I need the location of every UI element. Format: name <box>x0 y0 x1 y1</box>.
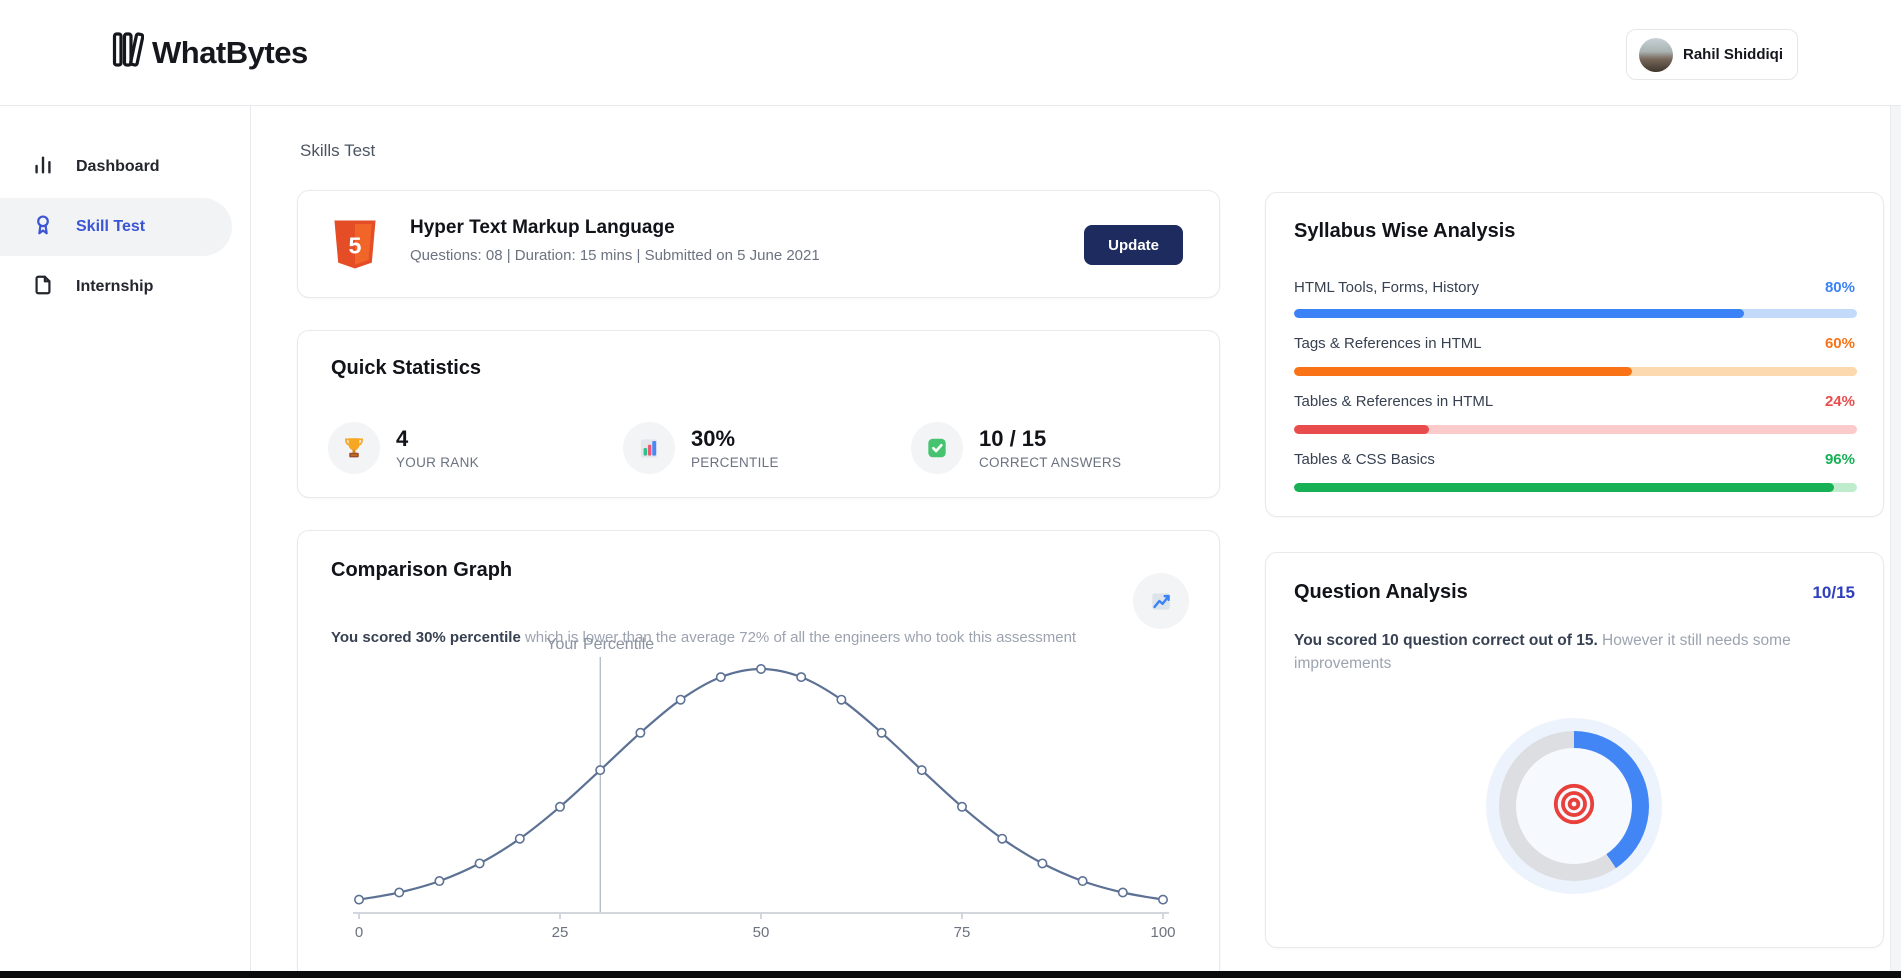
syllabus-title: Syllabus Wise Analysis <box>1294 220 1516 242</box>
sidebar-item-label: Internship <box>76 278 154 295</box>
topic-label: HTML Tools, Forms, History <box>1294 279 1480 296</box>
topic-percent: 60% <box>1824 335 1855 352</box>
brand-name: WhatBytes <box>152 34 308 70</box>
quick-statistics-card: Quick Statistics 4 YOUR RANK <box>297 330 1220 498</box>
test-title: Hyper Text Markup Language <box>410 217 675 238</box>
svg-text:100: 100 <box>1150 924 1175 941</box>
topic-progress-bar <box>1294 309 1857 318</box>
percentile-value: 30% <box>691 425 736 451</box>
quick-statistics-title: Quick Statistics <box>331 357 482 379</box>
stat-rank: 4 YOUR RANK <box>328 422 479 474</box>
sidebar-item-label: Skill Test <box>76 218 146 235</box>
stat-percentile: 30% PERCENTILE <box>623 422 779 474</box>
svg-text:25: 25 <box>552 924 569 941</box>
comparison-graph-card: Comparison Graph You scored 30% percenti… <box>297 530 1220 978</box>
svg-text:0: 0 <box>355 924 363 941</box>
correct-answers-value: 10 / 15 <box>979 425 1047 451</box>
update-button[interactable]: Update <box>1084 225 1183 265</box>
page-title: Skills Test <box>300 141 376 160</box>
topic-percent: 80% <box>1824 279 1855 296</box>
top-header: WhatBytes Rahil Shiddiqi <box>0 0 1901 106</box>
whatbytes-logo-icon <box>112 31 145 74</box>
rank-value: 4 <box>396 425 409 451</box>
trophy-icon <box>328 422 380 474</box>
stat-correct-answers: 10 / 15 CORRECT ANSWERS <box>911 422 1121 474</box>
topic-label: Tables & References in HTML <box>1294 393 1494 410</box>
svg-text:50: 50 <box>753 924 770 941</box>
topic-percent: 96% <box>1824 451 1855 468</box>
sidebar-nav: Dashboard Skill Test Internship <box>0 106 251 971</box>
svg-text:Your Percentile: Your Percentile <box>546 636 654 653</box>
question-analysis-title: Question Analysis <box>1294 581 1468 603</box>
comparison-graph-title: Comparison Graph <box>331 559 513 581</box>
comparison-description-bold: You scored 30% percentile <box>331 629 521 646</box>
topic-label: Tags & References in HTML <box>1294 335 1482 352</box>
correct-answers-label: CORRECT ANSWERS <box>979 454 1122 470</box>
topic-percent: 24% <box>1824 393 1855 410</box>
score-badge: 10/15 <box>1812 583 1855 602</box>
sidebar-item-label: Dashboard <box>76 158 160 175</box>
sidebar-item-dashboard[interactable]: Dashboard <box>0 138 232 196</box>
topic-progress-bar <box>1294 483 1857 492</box>
topic-progress-bar <box>1294 425 1857 434</box>
test-meta: Questions: 08 | Duration: 15 mins | Subm… <box>410 247 820 264</box>
question-analysis-card: Question Analysis 10/15 You scored 10 qu… <box>1265 552 1884 948</box>
score-donut-center <box>1516 748 1632 864</box>
html5-icon: 5 <box>331 217 379 277</box>
user-profile-button[interactable]: Rahil Shiddiqi <box>1626 29 1798 80</box>
sidebar-item-skill-test[interactable]: Skill Test <box>0 198 232 256</box>
rank-label: YOUR RANK <box>396 454 479 470</box>
window-bottom-edge <box>0 971 1901 978</box>
trend-chart-icon[interactable] <box>1133 573 1189 629</box>
question-analysis-description: You scored 10 question correct out of 15… <box>1294 629 1834 675</box>
target-icon <box>1551 781 1597 832</box>
sidebar-item-internship[interactable]: Internship <box>0 258 232 316</box>
svg-text:75: 75 <box>954 924 971 941</box>
award-icon <box>32 214 54 241</box>
score-donut-ring <box>1499 731 1649 881</box>
comparison-description-rest: which is lower than the average 72% of a… <box>520 629 1077 646</box>
checkbox-icon <box>911 422 963 474</box>
syllabus-analysis-card: Syllabus Wise Analysis HTML Tools, Forms… <box>1265 192 1884 517</box>
scrollbar-track[interactable] <box>1890 106 1901 971</box>
percentile-distribution-chart: Your Percentile 0 25 50 75 100 <box>353 636 1176 941</box>
comparison-description: You scored 30% percentile which is lower… <box>331 629 1171 646</box>
topic-progress-bar <box>1294 367 1857 376</box>
score-donut-chart <box>1486 718 1662 894</box>
test-summary-card: 5 Hyper Text Markup Language Questions: … <box>297 190 1220 298</box>
document-icon <box>32 274 54 301</box>
question-analysis-description-bold: You scored 10 question correct out of 15… <box>1294 632 1598 649</box>
bar-chart-icon <box>32 154 54 181</box>
topic-label: Tables & CSS Basics <box>1294 451 1435 468</box>
user-name: Rahil Shiddiqi <box>1683 46 1783 63</box>
barchart-icon <box>623 422 675 474</box>
svg-text:5: 5 <box>349 233 362 259</box>
brand-logo[interactable]: WhatBytes <box>112 31 308 74</box>
user-avatar <box>1639 37 1673 72</box>
percentile-label: PERCENTILE <box>691 454 779 470</box>
question-analysis-description-rest: However it still needs some improvements <box>1294 632 1791 672</box>
